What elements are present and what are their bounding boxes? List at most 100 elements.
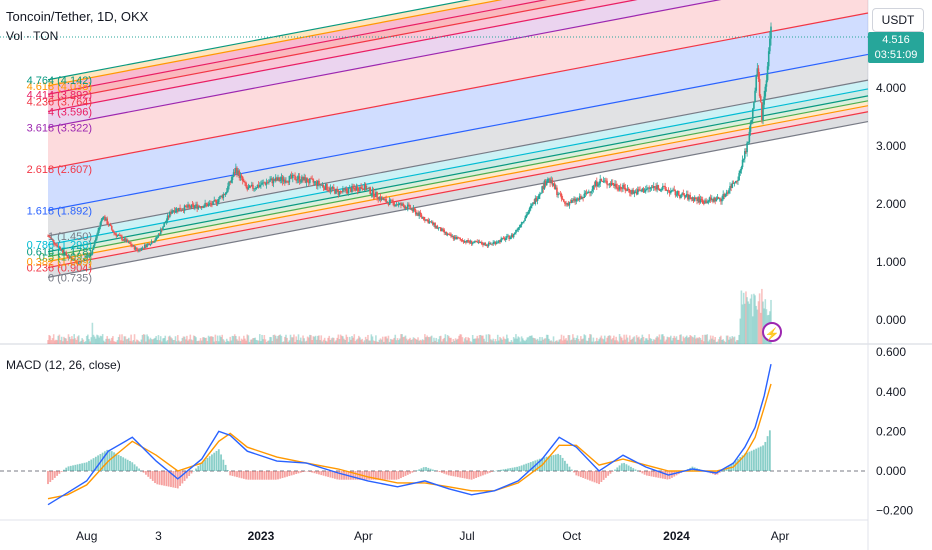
- candle-body: [154, 240, 156, 242]
- volume-bar: [597, 341, 599, 344]
- candle-body: [452, 235, 455, 239]
- candle-body: [359, 186, 361, 191]
- candle-body: [714, 197, 717, 202]
- candle-body: [471, 242, 474, 244]
- volume-bar: [232, 336, 235, 344]
- volume-bar: [322, 339, 325, 344]
- candle-body: [82, 260, 85, 262]
- candle-body: [646, 188, 648, 190]
- candle-body: [736, 180, 738, 182]
- volume-bar: [192, 335, 195, 344]
- macd-legend[interactable]: MACD (12, 26, close): [6, 358, 121, 372]
- volume-bar: [586, 340, 589, 344]
- candle-body: [476, 241, 479, 243]
- candle-body: [388, 200, 391, 205]
- volume-bar: [338, 339, 341, 344]
- macd-histogram-bar: [589, 471, 591, 481]
- volume-bar: [491, 340, 493, 344]
- candle-body: [747, 142, 750, 143]
- candle-body: [567, 203, 570, 206]
- volume-bar: [277, 335, 279, 344]
- candle-body: [623, 184, 625, 188]
- candle-body: [76, 262, 79, 264]
- macd-histogram-bar: [122, 457, 125, 471]
- volume-legend[interactable]: Vol · TON: [6, 29, 59, 43]
- volume-bar: [741, 304, 744, 344]
- symbol-title[interactable]: Toncoin/Tether, 1D, OKX: [6, 9, 149, 24]
- fib-zone-1: [48, 105, 868, 268]
- fib-label-7: 1.618 (1.892): [27, 205, 92, 217]
- volume-bar: [319, 340, 321, 344]
- candle-body: [117, 235, 120, 236]
- candle-body: [420, 214, 423, 218]
- macd-histogram-bar: [764, 441, 767, 471]
- macd-histogram-bar: [409, 471, 411, 474]
- volume-bar: [615, 336, 617, 344]
- macd-histogram-bar: [488, 471, 491, 473]
- volume-bar: [395, 340, 398, 344]
- candle-body: [667, 190, 670, 192]
- volume-bar: [254, 337, 257, 344]
- macd-histogram-bar: [664, 471, 667, 480]
- candle-body: [335, 188, 337, 194]
- candle-body: [228, 181, 230, 187]
- volume-bar: [303, 338, 305, 344]
- volume-bar: [712, 335, 714, 344]
- volume-bar: [650, 338, 653, 344]
- macd-histogram-bar: [636, 470, 639, 472]
- candle-body: [603, 180, 606, 182]
- volume-bar: [239, 340, 242, 344]
- candle-body: [756, 68, 759, 76]
- volume-bar: [147, 336, 149, 344]
- candle-body: [112, 229, 114, 233]
- candle-body: [181, 209, 184, 211]
- lightning-icon[interactable]: ⚡: [762, 322, 782, 342]
- candle-body: [271, 178, 274, 184]
- candle-body: [171, 210, 173, 214]
- volume-bar: [57, 335, 60, 344]
- volume-bar: [67, 334, 70, 344]
- volume-bar: [756, 309, 759, 344]
- volume-bar: [302, 335, 304, 344]
- candle-body: [124, 238, 127, 242]
- volume-bar: [191, 340, 194, 344]
- macd-histogram-bar: [81, 463, 84, 471]
- volume-bar: [709, 335, 712, 344]
- candle-body: [537, 195, 540, 199]
- candle-body: [57, 246, 60, 248]
- candle-body: [98, 227, 101, 231]
- candle-body: [745, 151, 747, 153]
- volume-bar: [339, 334, 342, 344]
- macd-histogram-bar: [293, 471, 295, 475]
- candle-body: [688, 195, 690, 200]
- candle-body: [684, 196, 687, 198]
- macd-histogram-bar: [659, 471, 662, 479]
- volume-bar: [539, 336, 541, 344]
- volume-bar: [151, 339, 154, 344]
- countdown-tag: 03:51:09: [874, 49, 918, 61]
- macd-histogram-bar: [281, 471, 284, 479]
- macd-histogram-bar: [757, 447, 760, 471]
- candle-body: [433, 222, 435, 225]
- candle-body: [380, 197, 383, 200]
- macd-histogram-bar: [655, 471, 657, 478]
- volume-bar: [312, 336, 315, 344]
- volume-bar: [229, 336, 231, 344]
- volume-bar: [184, 339, 187, 344]
- fib-line-13: [47, 0, 503, 87]
- candle-body: [769, 38, 771, 52]
- macd-histogram-bar: [145, 471, 147, 475]
- candle-body: [358, 190, 360, 192]
- candle-body: [605, 180, 607, 182]
- candle-body: [631, 190, 633, 194]
- volume-bar: [724, 341, 727, 344]
- currency-button[interactable]: USDT: [872, 8, 924, 32]
- candle-body: [565, 203, 567, 205]
- candle-body: [351, 186, 353, 193]
- volume-bar: [311, 340, 313, 344]
- candle-body: [126, 239, 129, 243]
- volume-bar: [58, 334, 61, 344]
- volume-bar: [675, 336, 678, 344]
- candle-body: [475, 240, 477, 242]
